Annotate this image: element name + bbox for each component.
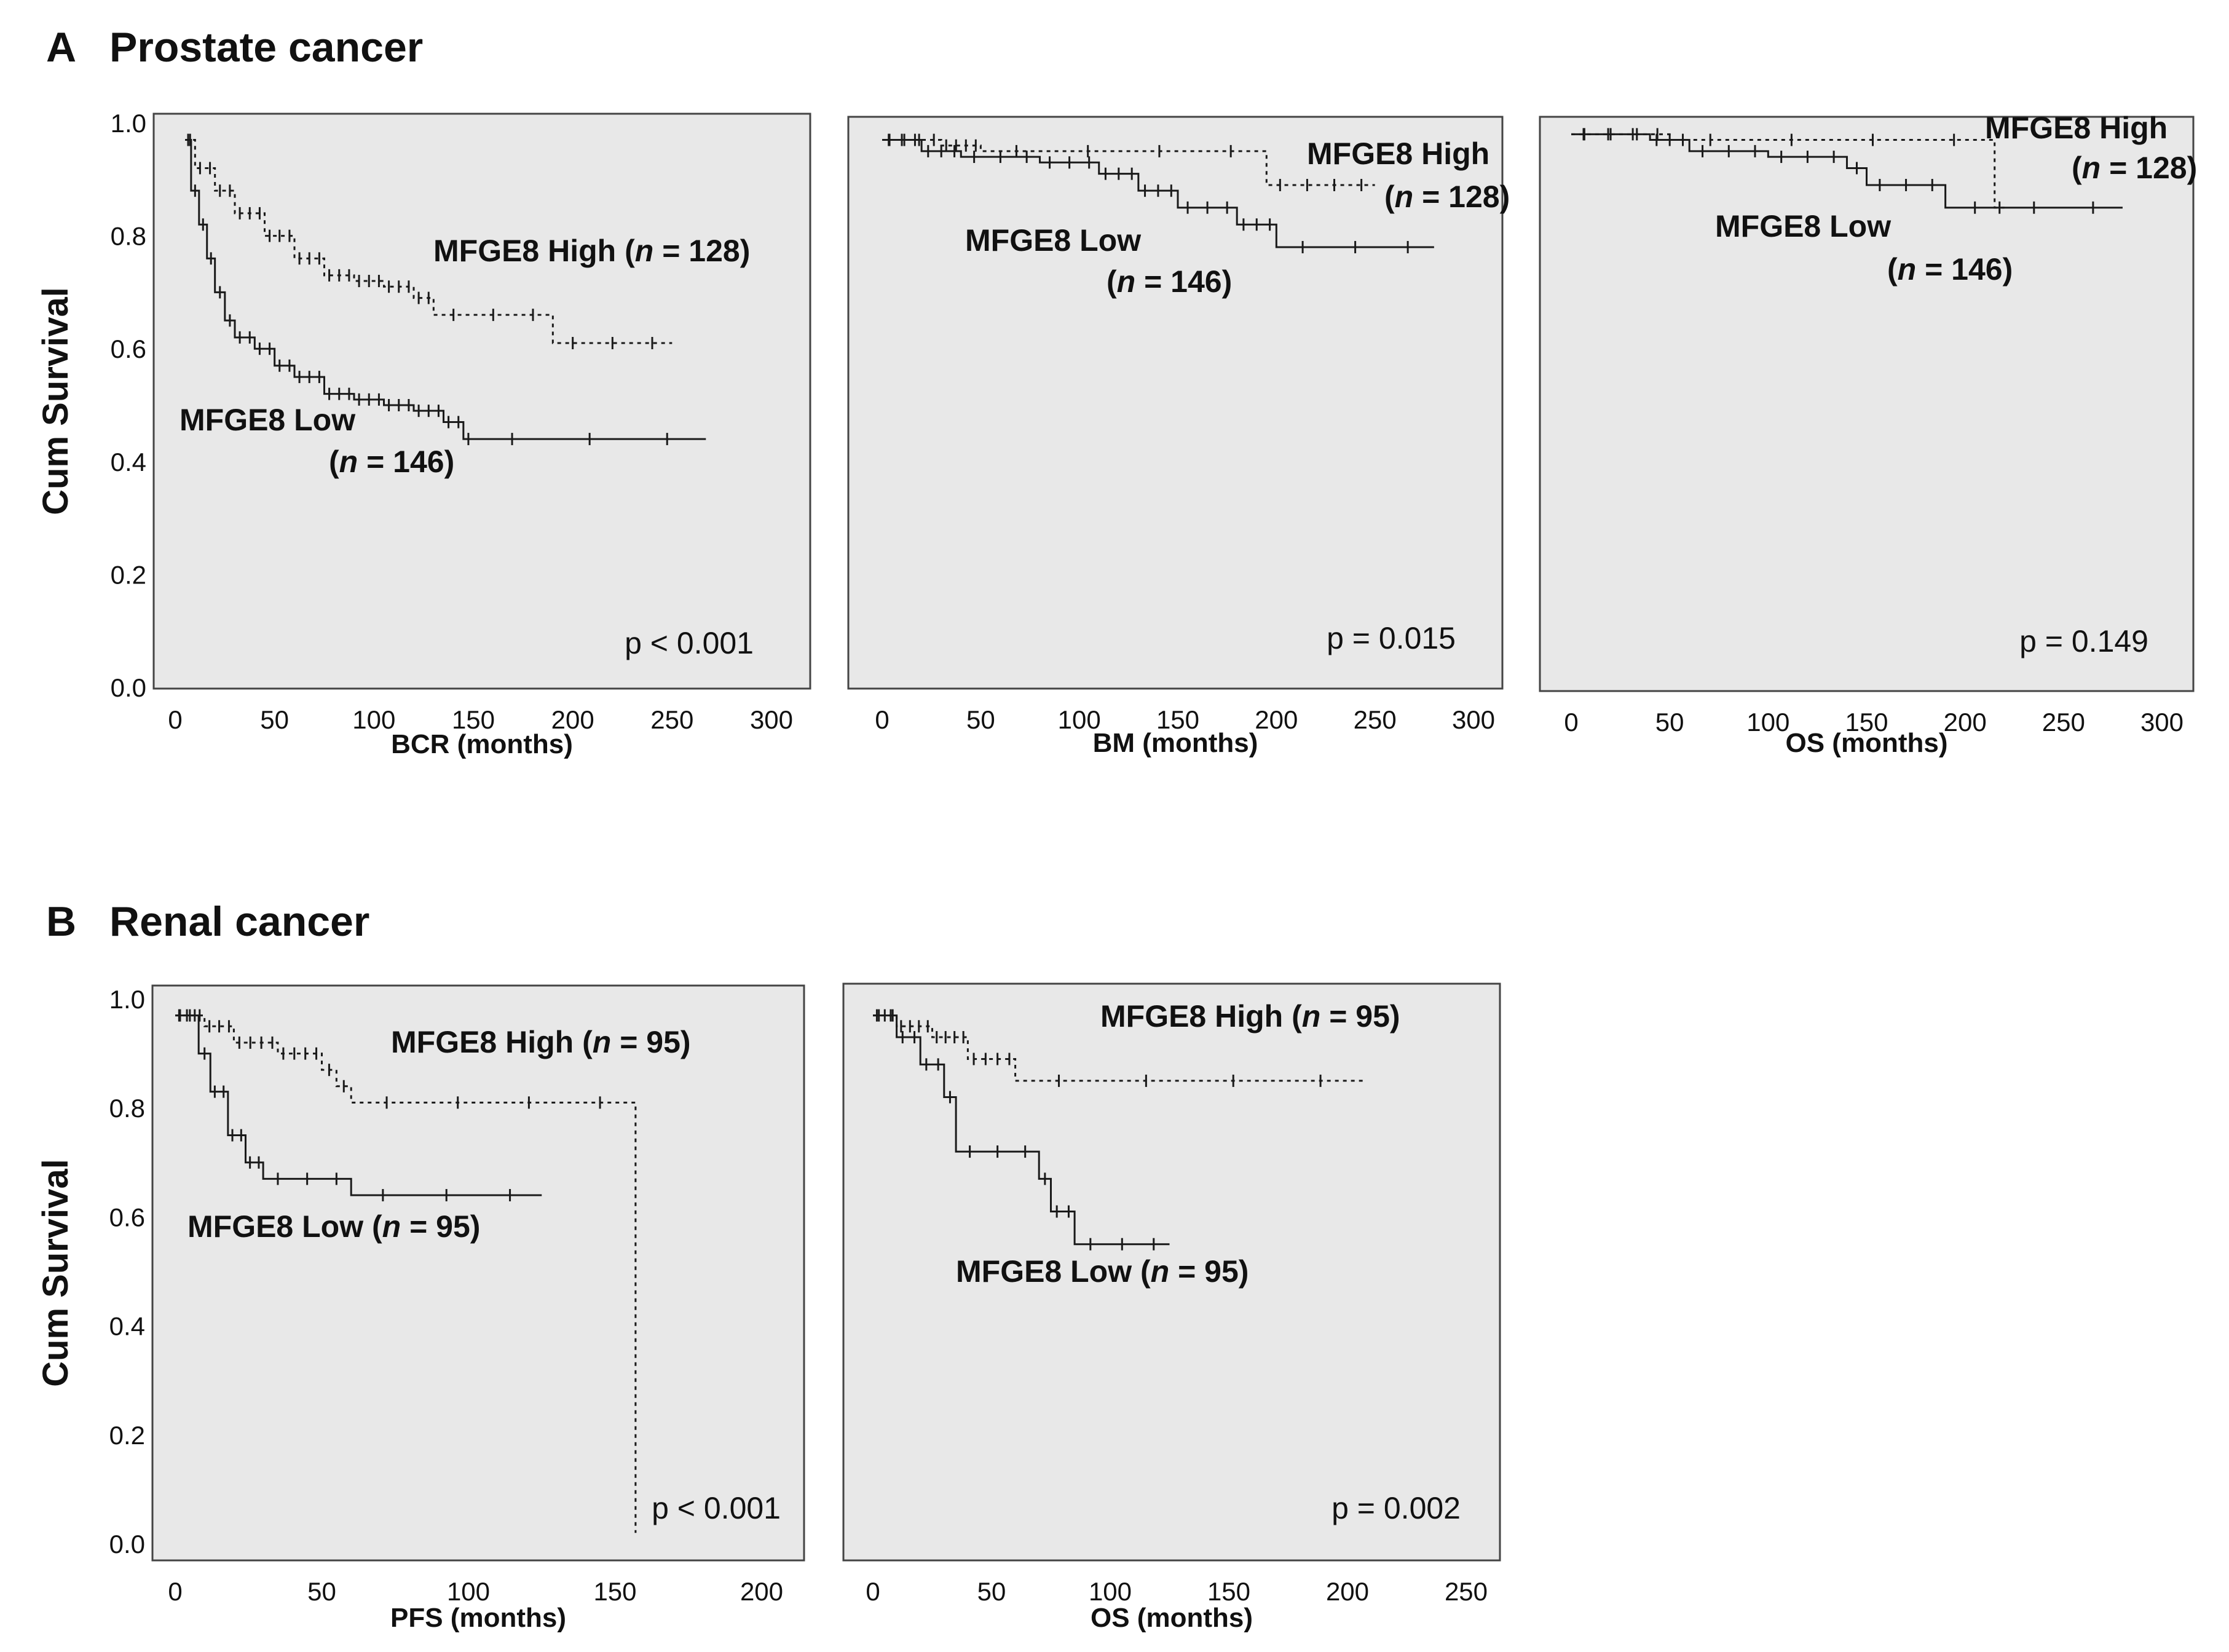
x-tick-label: 100 [447, 1577, 490, 1606]
annotation-label-high-1: MFGE8 High [1985, 111, 2168, 145]
x-tick-label: 200 [551, 705, 594, 734]
x-tick-label: 150 [1207, 1577, 1250, 1606]
curve-high [882, 139, 1375, 186]
plot-area [1539, 116, 2195, 692]
p-value: p < 0.001 [625, 626, 754, 660]
y-tick-label: 0.0 [111, 673, 146, 702]
p-value: p = 0.002 [1331, 1491, 1461, 1525]
annotation-label-low-2: (n = 146) [1887, 252, 2013, 287]
x-tick-label: 250 [650, 705, 693, 734]
curve-high [175, 1014, 637, 1533]
annotation-label-high-1: MFGE8 High [1307, 136, 1489, 171]
y-tick-label: 0.4 [111, 448, 146, 476]
curve-high [873, 1014, 1365, 1082]
annotation-label-low: MFGE8 Low (n = 95) [956, 1254, 1249, 1289]
x-axis-label: PFS (months) [390, 1603, 566, 1633]
annotation-label-low-1: MFGE8 Low [180, 403, 355, 437]
p-value: p = 0.149 [2019, 624, 2148, 658]
x-tick-label: 200 [1944, 708, 1987, 737]
x-tick-label: 150 [452, 705, 495, 734]
x-axis-label: BM (months) [1093, 728, 1258, 758]
y-tick-label: 0.6 [111, 334, 146, 363]
km-panel-1: 0 50 100 150 200 250 300 BCR (months) 0.0 0.2 0.4 0… [36, 109, 811, 759]
annotation-label-low-1: MFGE8 Low [1715, 209, 1891, 243]
annotation-label-low-1: MFGE8 Low [965, 223, 1141, 258]
x-tick-label: 100 [1089, 1577, 1132, 1606]
annotation-label-low-2: (n = 146) [1107, 264, 1232, 299]
annotation-label-low-2: (n = 146) [329, 445, 454, 479]
y-axis-label: Cum Survival [36, 1159, 76, 1387]
x-tick-label: 50 [260, 705, 289, 734]
x-tick-label: 150 [1156, 705, 1199, 734]
y-tick-label: 1.0 [109, 985, 145, 1014]
x-tick-label: 300 [750, 705, 793, 734]
y-tick-label: 0.8 [109, 1094, 145, 1123]
x-tick-label: 100 [352, 705, 395, 734]
annotation-label-low: MFGE8 Low (n = 95) [187, 1209, 480, 1244]
plot-area [842, 982, 1501, 1562]
plot-area [152, 113, 811, 690]
y-tick-label: 1.0 [111, 109, 146, 138]
x-tick-label: 50 [307, 1577, 336, 1606]
annotation-label-high: MFGE8 High (n = 95) [1100, 999, 1400, 1033]
x-tick-label: 250 [2042, 708, 2085, 737]
x-tick-label: 150 [593, 1577, 636, 1606]
annotation-label-high: MFGE8 High (n = 128) [433, 234, 750, 268]
annotation-label-high: MFGE8 High (n = 95) [391, 1025, 691, 1059]
x-tick-label: 250 [1445, 1577, 1488, 1606]
y-tick-label: 0.4 [109, 1312, 145, 1341]
section-a-title: Prostate cancer [109, 24, 423, 71]
y-tick-label: 0.6 [109, 1203, 145, 1231]
p-value: p < 0.001 [652, 1491, 781, 1525]
km-panel-4: 0 50 100 150 200 PFS (months) 0.0 0.2 0.4 0.6 0.8 1… [36, 984, 805, 1633]
x-tick-label: 0 [168, 705, 182, 734]
x-tick-label: 100 [1746, 708, 1789, 737]
annotation-label-high-2: (n = 128) [1384, 180, 1510, 214]
curve-low [873, 1014, 1170, 1246]
km-panel-5: 0 50 100 150 200 250 OS (months) MFGE8 High (n … [842, 982, 1501, 1633]
curve-low [185, 139, 706, 440]
x-tick-label: 150 [1845, 708, 1888, 737]
x-axis-label: BCR (months) [391, 729, 573, 759]
x-tick-label: 0 [875, 705, 889, 734]
x-tick-label: 50 [977, 1577, 1006, 1606]
y-tick-label: 0.8 [111, 222, 146, 251]
x-tick-label: 250 [1354, 705, 1397, 734]
curve-high [185, 139, 673, 344]
plot-area [151, 984, 805, 1562]
x-tick-label: 0 [866, 1577, 880, 1606]
y-axis-label: Cum Survival [36, 287, 76, 515]
y-tick-label: 0.2 [109, 1421, 145, 1450]
x-axis-label: OS (months) [1091, 1603, 1253, 1633]
x-tick-label: 200 [1255, 705, 1298, 734]
x-tick-label: 0 [168, 1577, 182, 1606]
x-tick-label: 0 [1564, 708, 1578, 737]
x-tick-label: 300 [1452, 705, 1495, 734]
p-value: p = 0.015 [1327, 621, 1456, 655]
x-tick-label: 50 [1655, 708, 1684, 737]
x-tick-label: 300 [2140, 708, 2184, 737]
x-tick-label: 200 [1326, 1577, 1369, 1606]
km-panel-3: 0 50 100 150 200 250 300 OS (months) MFGE8 High (… [1539, 111, 2197, 758]
section-b-letter: B [46, 898, 76, 945]
y-tick-label: 0.2 [111, 560, 146, 589]
section-a-letter: A [46, 24, 76, 71]
annotation-label-high-2: (n = 128) [2072, 151, 2197, 185]
x-tick-label: 100 [1058, 705, 1101, 734]
km-panel-2: 0 50 100 150 200 250 300 BM (months) MFGE8 High (… [847, 116, 1510, 758]
y-tick-label: 0.0 [109, 1530, 145, 1559]
section-b-title: Renal cancer [109, 898, 369, 945]
x-tick-label: 200 [740, 1577, 783, 1606]
x-tick-label: 50 [966, 705, 995, 734]
x-axis-label: OS (months) [1786, 728, 1948, 758]
plot-area [847, 116, 1504, 690]
